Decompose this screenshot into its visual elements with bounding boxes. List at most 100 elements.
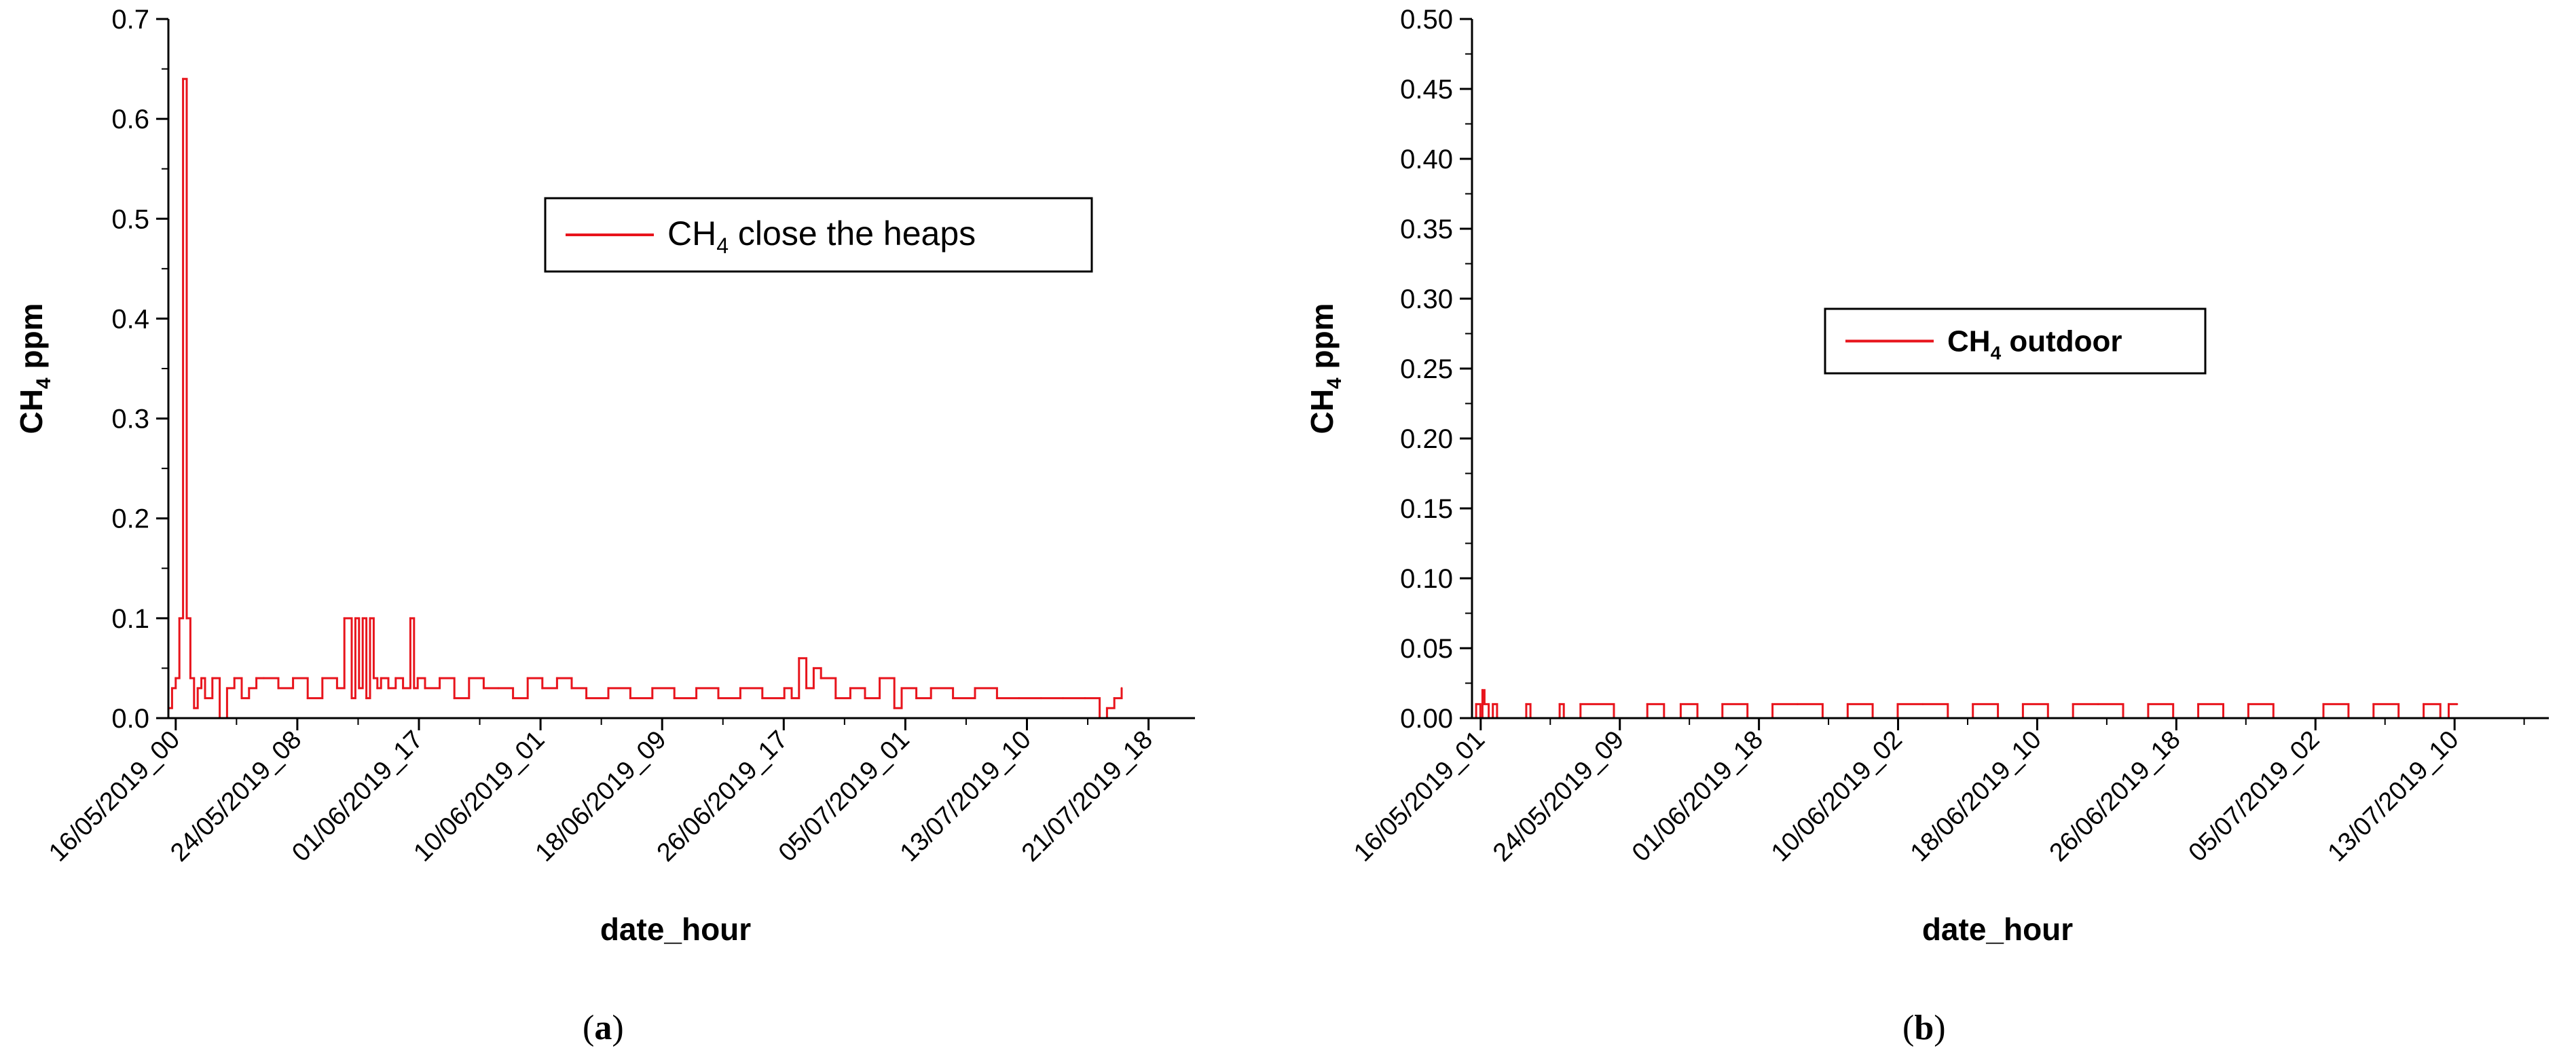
- y-tick-label: 0.50: [1400, 5, 1453, 35]
- data-point: [170, 687, 173, 690]
- data-point: [607, 687, 610, 690]
- y-tick-label: 0.40: [1400, 145, 1453, 174]
- y-tick-label: 0.0: [111, 704, 149, 734]
- data-point: [182, 77, 185, 80]
- data-point: [1492, 703, 1494, 705]
- data-point: [1084, 697, 1086, 700]
- y-tick-label: 0.45: [1400, 75, 1453, 105]
- legend-box: [1824, 307, 2207, 375]
- data-point: [2072, 703, 2074, 705]
- y-axis-title-main: CH: [14, 389, 49, 434]
- data-point: [468, 677, 471, 679]
- legend-label-subscript: 4: [716, 233, 729, 258]
- data-point: [1525, 703, 1528, 705]
- x-axis-title: date_hour: [1922, 912, 2073, 947]
- series-line-0: [1472, 689, 2457, 719]
- data-point: [1481, 689, 1484, 692]
- data-point: [248, 687, 251, 690]
- y-tick-label: 0.3: [111, 405, 149, 434]
- data-point: [915, 697, 918, 700]
- data-point: [790, 697, 793, 700]
- data-point: [900, 687, 903, 690]
- data-point: [1896, 703, 1899, 705]
- y-tick-label: 0.05: [1400, 634, 1453, 664]
- data-point: [394, 677, 397, 679]
- y-tick-label: 0.1: [111, 604, 149, 634]
- data-point: [2197, 703, 2200, 705]
- legend-label: CH4 outdoor: [1947, 325, 2122, 364]
- y-axis-title: CH4 ppm: [1304, 303, 1346, 434]
- data-point: [482, 687, 485, 690]
- chart-b-axes: 0.00 0.05 0.10 0.15 0.20 0.25 0.30 0.35 0.40 0.45…: [1304, 5, 2549, 947]
- chart-b-legend: CH4 outdoor: [1824, 307, 2207, 375]
- data-point: [174, 677, 177, 679]
- chart-a-plot-area: [167, 77, 1123, 719]
- chart-panel-b: 0.00 0.05 0.10 0.15 0.20 0.25 0.30 0.35 0.40 0.45…: [1304, 5, 2549, 947]
- x-tick-label: 26/06/2019_17: [652, 726, 794, 867]
- data-point: [372, 677, 375, 679]
- data-point: [1972, 703, 1974, 705]
- data-point: [930, 687, 932, 690]
- chart-b-plot-area: [1471, 689, 2459, 719]
- data-point: [2097, 703, 2099, 705]
- legend-label-main: CH: [1947, 325, 1991, 358]
- data-point: [1558, 703, 1561, 705]
- data-point: [2247, 703, 2249, 705]
- data-point: [453, 697, 456, 700]
- data-point: [1921, 703, 1924, 705]
- data-point: [1120, 687, 1123, 690]
- data-point: [387, 687, 390, 690]
- y-tick-label: 0.2: [111, 504, 149, 534]
- y-axis-title-unit: ppm: [1304, 303, 1340, 377]
- data-point: [673, 697, 676, 700]
- legend-label-subscript: 4: [1991, 343, 2002, 364]
- data-point: [798, 657, 801, 660]
- legend-label-tail: close the heaps: [729, 214, 976, 252]
- data-point: [306, 697, 309, 700]
- data-point: [185, 617, 188, 620]
- y-tick-label: 0.6: [111, 105, 149, 134]
- legend-label-tail: outdoor: [2001, 325, 2122, 358]
- data-point: [1113, 697, 1116, 700]
- data-point: [321, 677, 324, 679]
- data-point: [255, 677, 258, 679]
- data-point: [834, 697, 837, 700]
- data-point: [416, 677, 419, 679]
- y-tick-label: 0.4: [111, 304, 149, 334]
- y-tick-label: 0.15: [1400, 494, 1453, 524]
- data-point: [233, 677, 236, 679]
- data-point: [292, 677, 295, 679]
- x-axis-title: date_hour: [600, 912, 751, 947]
- panel-a-caption: (a): [583, 1009, 624, 1047]
- data-point: [651, 687, 654, 690]
- x-tick-label: 13/07/2019_10: [895, 726, 1037, 867]
- panel-b-caption: (b): [1902, 1009, 1946, 1047]
- y-tick-label: 0.30: [1400, 284, 1453, 314]
- data-point: [952, 697, 955, 700]
- data-point: [200, 677, 203, 679]
- data-point: [1039, 697, 1042, 700]
- data-point: [225, 687, 228, 690]
- data-point: [1846, 703, 1849, 705]
- x-tick-label: 26/06/2019_18: [2044, 726, 2186, 867]
- y-tick-label: 0.5: [111, 204, 149, 234]
- y-axis-title-subscript: 4: [33, 377, 55, 389]
- y-tick-label: 0.00: [1400, 704, 1453, 734]
- x-tick-label: 05/07/2019_02: [2184, 726, 2325, 867]
- data-point: [879, 677, 881, 679]
- data-point: [380, 677, 382, 679]
- y-tick-label: 0.10: [1400, 564, 1453, 594]
- panel-a-caption-letter: a: [594, 1009, 612, 1047]
- data-point: [1721, 703, 1724, 705]
- data-point: [402, 687, 405, 690]
- data-point: [2372, 703, 2375, 705]
- x-tick-label: 16/05/2019_00: [43, 726, 185, 867]
- data-point: [1646, 703, 1649, 705]
- data-point: [974, 687, 976, 690]
- data-point: [541, 687, 544, 690]
- data-point: [424, 687, 426, 690]
- x-tick-label: 01/06/2019_17: [287, 726, 428, 867]
- y-tick-label: 0.20: [1400, 424, 1453, 454]
- x-tick-label: 21/07/2019_18: [1016, 726, 1158, 867]
